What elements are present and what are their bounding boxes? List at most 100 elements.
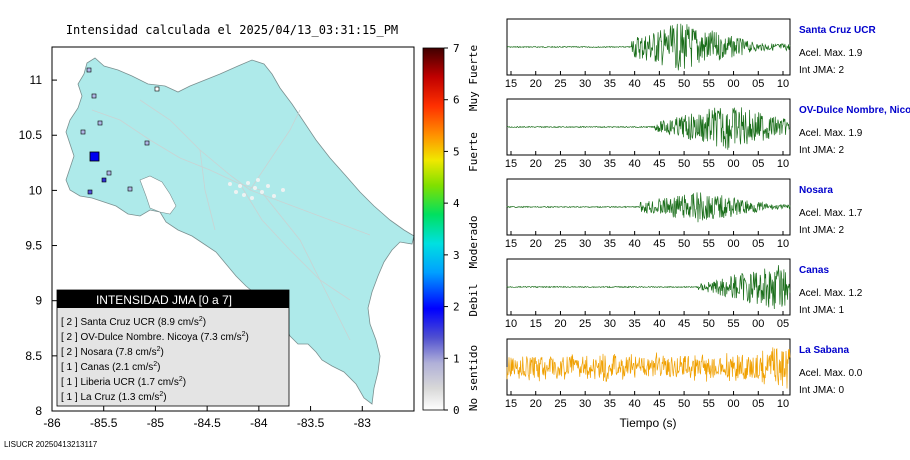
station-jma-intensity: Int JMA: 2 <box>799 225 844 236</box>
station-marker <box>91 93 97 99</box>
waveform-tick-label: 05 <box>752 398 764 410</box>
intensity-map-panel: Intensidad calculada el 2025/04/13_03:31… <box>4 23 415 449</box>
station-marker <box>101 177 107 183</box>
legend-entry-unit-sup: 2 <box>159 391 163 398</box>
waveform-tick-label: 25 <box>579 318 591 330</box>
station-marker <box>97 120 103 126</box>
legend-entry-unit-sup: 2 <box>199 316 203 323</box>
legend-entry-jma: [ 1 ] <box>61 377 80 388</box>
waveform-tick-label: 00 <box>727 78 739 90</box>
station-jma-intensity: Int JMA: 2 <box>799 65 844 76</box>
waveform-tick-label: 35 <box>629 318 641 330</box>
waveform-tick-label: 35 <box>604 238 616 250</box>
legend-entry-unit-sup: 2 <box>179 376 183 383</box>
colorbar-tick-label: 1 <box>453 352 460 365</box>
station-marker <box>86 67 92 73</box>
waveform-tick-label: 45 <box>653 158 665 170</box>
station-marker <box>87 189 93 195</box>
legend-entry-label: La Cruz (1.3 cm/s <box>80 392 159 403</box>
waveform-tick-label: 55 <box>703 238 715 250</box>
station-accel-max: Acel. Max. 0.0 <box>799 368 863 379</box>
legend-entry-tail: ) <box>203 317 206 328</box>
legend-entry-label: Nosara (7.8 cm/s <box>80 347 156 358</box>
waveform-trace <box>506 265 791 310</box>
legend-entry: [ 1 ] La Cruz (1.3 cm/s2) <box>61 391 167 403</box>
waveform-tick-label: 55 <box>703 78 715 90</box>
station-accel-max: Acel. Max. 1.7 <box>799 208 863 219</box>
waveform-tick-label: 35 <box>604 78 616 90</box>
intensity-colorbar: 0 1 2 3 4 5 6 7 No sentido Debil Moderado Fuert… <box>422 42 480 417</box>
waveform-tick-label: 20 <box>554 318 566 330</box>
waveform-tick-label: 45 <box>653 78 665 90</box>
waveform-tick-label: 25 <box>554 398 566 410</box>
legend-entry-label: Canas (2.1 cm/s <box>80 362 153 373</box>
waveform-tick-label: 30 <box>579 398 591 410</box>
waveform-trace <box>506 347 791 389</box>
station-name: Nosara <box>799 185 833 196</box>
station-jma-intensity: Int JMA: 2 <box>799 145 844 156</box>
waveform-tick-label: 05 <box>752 238 764 250</box>
waveform-tick-label: 50 <box>678 398 690 410</box>
colorbar-tick-label: 4 <box>453 197 460 210</box>
map-y-tick-label: 10 <box>29 183 43 197</box>
waveform-panel: 15 20 25 30 35 40 45 50 55 00 05 10 OV-Dulce Nombre,… <box>505 98 910 170</box>
waveform-tick-label: 50 <box>678 158 690 170</box>
station-jma-intensity: Int JMA: 0 <box>799 385 844 396</box>
legend-box <box>56 289 290 407</box>
legend-entry-jma: [ 2 ] <box>61 332 80 343</box>
legend-entry-tail: ) <box>157 362 160 373</box>
map-x-tick-label: -84 <box>250 416 268 430</box>
station-markers <box>80 67 160 195</box>
waveform-tick-label: 35 <box>604 398 616 410</box>
waveform-tick-label: 15 <box>505 238 517 250</box>
map-x-tick-label: -86 <box>43 416 61 430</box>
legend-entry-label: Liberia UCR (1.7 cm/s <box>80 377 178 388</box>
waveform-tick-label: 20 <box>530 238 542 250</box>
legend-entries: [ 2 ] Santa Cruz UCR (8.9 cm/s2)[ 2 ] OV… <box>61 316 249 403</box>
waveform-tick-label: 55 <box>703 158 715 170</box>
waveform-tick-label: 10 <box>505 318 517 330</box>
station-name: Canas <box>799 265 829 276</box>
map-x-tick-label: -84.5 <box>193 416 221 430</box>
waveform-trace <box>506 192 791 223</box>
legend-entry-label: OV-Dulce Nombre. Nicoya (7.3 cm/s <box>80 332 241 343</box>
colorbar-tick-label: 2 <box>453 301 460 314</box>
waveform-tick-label: 45 <box>678 318 690 330</box>
costa-rica-landmass <box>65 57 415 405</box>
legend-entry-jma: [ 2 ] <box>61 347 80 358</box>
waveform-tick-label: 20 <box>530 158 542 170</box>
legend-entry: [ 2 ] OV-Dulce Nombre. Nicoya (7.3 cm/s2… <box>61 331 249 343</box>
map-y-tick-label: 11 <box>30 73 43 87</box>
colorbar-label-debil: Debil <box>467 283 480 316</box>
waveform-tick-label: 40 <box>629 238 641 250</box>
waveform-tick-label: 20 <box>530 398 542 410</box>
waveform-tick-label: 15 <box>505 398 517 410</box>
station-marker <box>144 140 150 146</box>
waveform-panels: 15 20 25 30 35 40 45 50 55 00 05 10 Santa Cruz UCR Ac… <box>505 18 910 410</box>
station-name: OV-Dulce Nombre, Nico <box>799 105 910 116</box>
legend-entry-unit-sup: 2 <box>242 331 246 338</box>
colorbar-tick-label: 3 <box>453 249 460 262</box>
waveform-tick-label: 25 <box>554 78 566 90</box>
waveform-tick-label: 50 <box>678 238 690 250</box>
map-y-tick-label: 8.5 <box>25 349 42 363</box>
colorbar-ticks: 0 1 2 3 4 5 6 7 <box>444 42 460 417</box>
road-network <box>91 99 371 341</box>
waveform-panel: 15 20 25 30 35 40 45 50 55 00 05 10 Santa Cruz UCR Ac… <box>505 18 876 90</box>
legend-entry: [ 1 ] Canas (2.1 cm/s2) <box>61 361 161 373</box>
waveform-tick-label: 50 <box>703 318 715 330</box>
waveform-tick-label: 15 <box>530 318 542 330</box>
waveform-tick-label: 15 <box>505 78 517 90</box>
colorbar-gradient <box>422 47 445 411</box>
waveform-trace <box>506 23 791 71</box>
city-cluster <box>228 178 285 200</box>
waveform-tick-label: 45 <box>653 398 665 410</box>
waveform-xlabel: Tiempo (s) <box>620 416 677 430</box>
waveform-tick-label: 55 <box>703 398 715 410</box>
waveform-tick-label: 00 <box>727 398 739 410</box>
colorbar-tick-label: 5 <box>453 145 460 158</box>
legend-entry-jma: [ 2 ] <box>61 317 80 328</box>
waveform-tick-label: 40 <box>629 398 641 410</box>
waveform-tick-label: 05 <box>752 78 764 90</box>
